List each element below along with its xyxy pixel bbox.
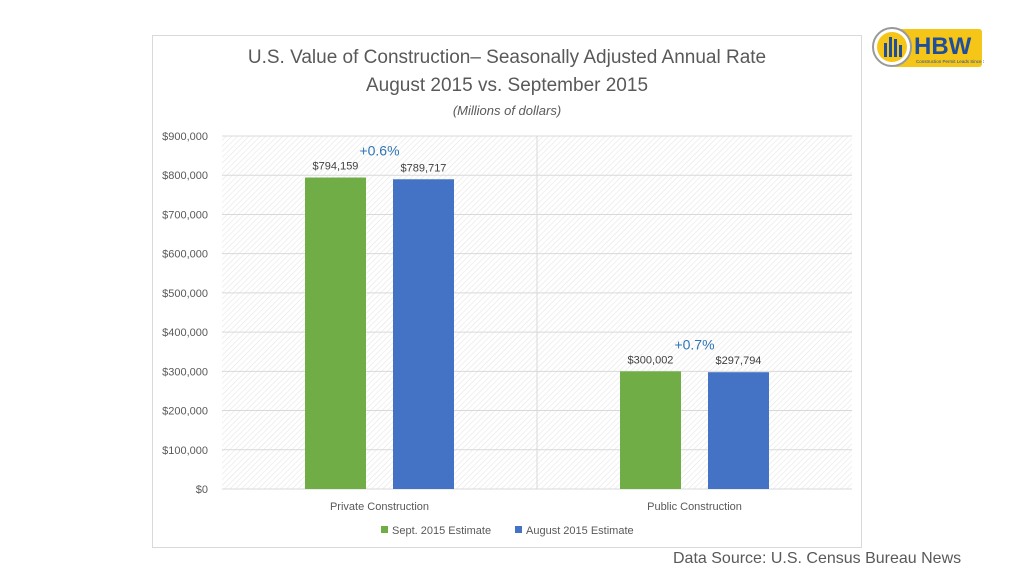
- change-annotation: +0.7%: [674, 336, 714, 352]
- change-annotation: +0.6%: [359, 143, 399, 159]
- svg-text:HBW: HBW: [914, 33, 972, 60]
- hbw-logo: HBW Construction Permit Leads Since 1992: [872, 25, 984, 70]
- svg-text:Construction Permit Leads Sinc: Construction Permit Leads Since 1992: [916, 59, 984, 64]
- y-tick-label: $100,000: [162, 445, 208, 457]
- data-source: Data Source: U.S. Census Bureau News: [673, 550, 962, 567]
- chart-subtitle: August 2015 vs. September 2015: [365, 75, 649, 96]
- chart-title: U.S. Value of Construction– Seasonally A…: [247, 47, 767, 68]
- legend-swatch: [381, 526, 388, 533]
- y-tick-label: $900,000: [162, 131, 208, 143]
- data-label: $297,794: [716, 355, 762, 367]
- y-tick-label: $800,000: [162, 170, 208, 182]
- data-label: $794,159: [313, 161, 359, 173]
- y-tick-label: $700,000: [162, 209, 208, 221]
- bar: [708, 372, 769, 489]
- y-tick-label: $500,000: [162, 288, 208, 300]
- legend-label: Sept. 2015 Estimate: [392, 525, 491, 537]
- legend-label: August 2015 Estimate: [526, 525, 634, 537]
- legend-swatch: [515, 526, 522, 533]
- x-tick-label: Public Construction: [647, 501, 742, 513]
- y-tick-label: $0: [196, 484, 208, 496]
- bar: [393, 179, 454, 490]
- y-tick-label: $600,000: [162, 249, 208, 261]
- bar: [305, 177, 366, 490]
- unit-note: (Millions of dollars): [452, 103, 562, 118]
- data-label: $300,002: [628, 354, 674, 366]
- y-tick-label: $400,000: [162, 327, 208, 339]
- y-tick-label: $200,000: [162, 406, 208, 418]
- data-label: $789,717: [401, 162, 447, 174]
- x-tick-label: Private Construction: [330, 501, 429, 513]
- y-tick-label: $300,000: [162, 366, 208, 378]
- bar: [620, 371, 681, 489]
